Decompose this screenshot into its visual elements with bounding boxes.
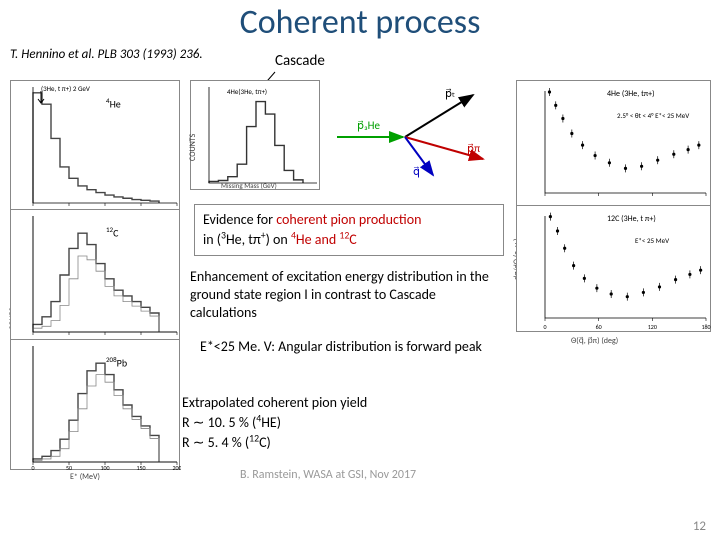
missing-mass-plot: COUNTS Missing Mass (GeV) 4He(3He, tπ+): [190, 80, 320, 190]
ang-cond-12c: E*< 25 MeV: [635, 236, 669, 245]
hist-12c: [11, 210, 181, 340]
nucleus-4he: 4He: [106, 96, 121, 110]
mm-hist: [191, 81, 321, 191]
t4b: R ∼ 10. 5 % (4HE): [182, 414, 281, 431]
footer-text: B. Ramstein, WASA at GSI, Nov 2017: [240, 468, 416, 482]
left-panel-4he: 4He (3He, t π+) 2 GeV: [10, 80, 180, 210]
t1c: in (3He, tπ+) on: [203, 231, 291, 248]
svg-text:200: 200: [172, 464, 181, 470]
vec-label-p3he: p⃗₃He: [357, 119, 381, 132]
svg-text:0: 0: [31, 464, 34, 470]
left-panel-208pb: 0 50 100 150 200 208Pb: [10, 340, 180, 470]
evidence-text: Evidence for coherent pion production in…: [194, 204, 504, 256]
page-number: 12: [693, 519, 706, 534]
svg-text:60: 60: [596, 323, 602, 331]
svg-text:0: 0: [543, 323, 546, 331]
t4c: R ∼ 5. 4 % (12C): [182, 434, 271, 451]
yield-text: Extrapolated coherent pion yield R ∼ 10.…: [182, 394, 482, 452]
t4a: Extrapolated coherent pion yield: [182, 394, 367, 411]
vec-label-pt: p⃗ₜ: [445, 87, 455, 100]
left-xlabel: E* (MeV): [70, 472, 100, 482]
mm-ylabel: COUNTS: [188, 134, 198, 161]
hist-4he: [11, 81, 181, 211]
left-excitation-panels: COUPS 4He (3He, t π+) 2 GeV 12C 05010015…: [10, 80, 180, 470]
t1a: Evidence for: [203, 211, 276, 228]
ang-reaction-12c: 12C (3He, t π+): [607, 214, 656, 224]
right-xlabel: Θ(q⃗, p⃗π) (deg): [571, 336, 618, 346]
svg-text:50: 50: [66, 464, 72, 470]
svg-text:180: 180: [701, 323, 710, 331]
vec-label-q: q⃗: [413, 165, 420, 178]
nucleus-208pb: 208Pb: [106, 355, 127, 369]
svg-text:120: 120: [648, 323, 657, 331]
hist-208pb: 0 50 100 150 200: [11, 340, 181, 470]
left-panel-12c: 12C: [10, 210, 180, 340]
ang-cond-4he: 2.5° < θt < 4° E*< 25 MeV: [617, 111, 707, 120]
cascade-label: Cascade: [275, 52, 325, 70]
svg-text:100: 100: [100, 464, 109, 470]
forward-peak-text: E*<25 Me. V: Angular distribution is for…: [200, 338, 490, 356]
vec-label-ppi: p⃗π: [467, 142, 480, 155]
slide-title: Coherent process: [0, 2, 720, 43]
t1d: 4He and 12C: [291, 231, 357, 248]
vec-pt: [405, 95, 473, 137]
right-panel-12c: 0 60 120 180 12C (3He, t π+) E*< 25 MeV: [516, 206, 711, 332]
ang-4he: [517, 81, 712, 207]
mm-reaction: 4He(3He, tπ+): [227, 87, 267, 96]
right-panel-4he: 4He (3He, tπ+) 2.5° < θt < 4° E*< 25 MeV: [516, 80, 711, 206]
right-angular-panels: dσ/dΩ (a. u.) 4He (3He, tπ+) 2.5° < θt <…: [516, 80, 711, 332]
t1b: coherent pion production: [276, 211, 421, 228]
nucleus-12c: 12C: [106, 225, 118, 239]
ang-12c: 0 60 120 180: [517, 206, 712, 332]
enhancement-text: Enhancement of excitation energy distrib…: [190, 268, 498, 323]
reaction-4he: (3He, t π+) 2 GeV: [41, 84, 90, 93]
ang-reaction-4he: 4He (3He, tπ+): [607, 89, 655, 99]
svg-text:150: 150: [136, 464, 145, 470]
reference-citation: T. Hennino et al. PLB 303 (1993) 236.: [10, 47, 203, 62]
momentum-vector-diagram: p⃗₃He p⃗ₜ p⃗π q⃗: [335, 87, 495, 182]
mm-xlabel: Missing Mass (GeV): [221, 181, 277, 190]
